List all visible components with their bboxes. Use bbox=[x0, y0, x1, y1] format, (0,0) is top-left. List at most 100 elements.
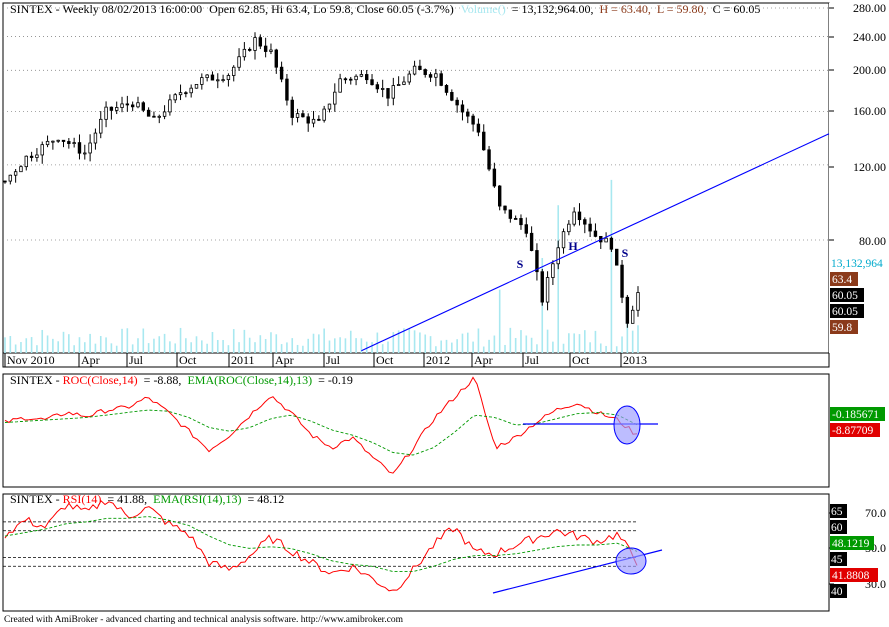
rsi-level-60-label: 60 bbox=[831, 522, 843, 534]
volume-bar-36 bbox=[195, 336, 198, 353]
volume-value-label: 13,132,964 bbox=[831, 258, 883, 270]
roc-pane bbox=[2, 373, 830, 488]
rsi-level-65-label: 65 bbox=[831, 506, 843, 518]
price-candle-63 bbox=[338, 78, 342, 93]
low-value-box bbox=[830, 320, 858, 334]
volume-bar-52 bbox=[280, 344, 283, 353]
x-label-jul-2011: Jul bbox=[129, 353, 144, 367]
price-candle-21 bbox=[115, 107, 119, 111]
price-candle-32 bbox=[173, 94, 177, 101]
price-candle-18 bbox=[99, 118, 103, 134]
volume-bar-65 bbox=[349, 330, 352, 353]
volume-bar-78 bbox=[419, 332, 421, 353]
price-candle-86 bbox=[460, 104, 465, 113]
x-label-oct-2011: Oct bbox=[179, 353, 197, 367]
high-value-label: 63.4 bbox=[832, 274, 852, 286]
price-candle-20 bbox=[109, 106, 114, 111]
volume-bar-62 bbox=[333, 338, 336, 353]
volume-bar-97 bbox=[520, 330, 522, 353]
rsi-pane-title: SINTEX - RSI(14) = 41.88, EMA(RSI(14),13… bbox=[10, 492, 284, 506]
rsi-level-40-box bbox=[830, 584, 847, 598]
volume-bar-47 bbox=[254, 342, 256, 353]
price-candle-43 bbox=[232, 66, 236, 76]
price-candle-68 bbox=[365, 74, 369, 81]
price-candle-72 bbox=[386, 88, 390, 99]
volume-bar-103 bbox=[552, 341, 554, 353]
roc-pane-title: SINTEX - ROC(Close,14) = -8.88, EMA(ROC(… bbox=[10, 373, 353, 387]
price-candle-60 bbox=[322, 108, 326, 121]
volume-bar-96 bbox=[514, 337, 517, 353]
volume-bar-13 bbox=[73, 345, 75, 353]
volume-bar-75 bbox=[403, 328, 405, 353]
price-candle-71 bbox=[380, 88, 385, 90]
rsi-value-boxes: 65 60 48.1219 45 41.8808 40 bbox=[830, 504, 878, 598]
rsi-level-45-box bbox=[830, 552, 847, 566]
rsi-level-40-label: 40 bbox=[831, 586, 843, 598]
price-candle-69 bbox=[370, 79, 374, 86]
roc-title-ema: EMA(ROC(Close,14),13) bbox=[187, 373, 312, 387]
price-candle-113 bbox=[604, 237, 608, 243]
rsi-reference-levels bbox=[3, 521, 636, 567]
price-candle-49 bbox=[263, 45, 268, 52]
price-candle-96 bbox=[513, 218, 518, 220]
volume-bar-89 bbox=[477, 328, 480, 353]
price-candle-48 bbox=[258, 37, 263, 47]
rsi-title-ema-value: = 48.12 bbox=[247, 492, 284, 506]
price-trendline bbox=[361, 133, 830, 352]
volume-bar-61 bbox=[328, 340, 331, 353]
volume-bar-76 bbox=[408, 329, 411, 353]
x-label-nov-2010: Nov 2010 bbox=[7, 353, 55, 367]
price-y-tick-200: 200.00 bbox=[853, 63, 886, 77]
price-pane-title: SINTEX - Weekly 08/02/2013 16:00:00 Open… bbox=[10, 2, 760, 16]
price-candle-67 bbox=[359, 74, 364, 77]
volume-bar-94 bbox=[504, 344, 506, 353]
x-label-jul-2011b: Jul bbox=[326, 353, 341, 367]
price-candle-108 bbox=[577, 211, 582, 221]
price-candle-99 bbox=[529, 232, 534, 251]
rsi-title-rsi: RSI(14) bbox=[63, 492, 102, 506]
volume-bar-116 bbox=[621, 336, 623, 353]
high-value-box bbox=[830, 272, 858, 286]
volume-bar-105 bbox=[562, 343, 565, 353]
volume-bar-109 bbox=[584, 330, 586, 353]
volume-bar-35 bbox=[190, 342, 192, 353]
price-y-tick-160: 160.00 bbox=[853, 104, 886, 118]
volume-bar-27 bbox=[147, 343, 150, 353]
volume-bar-83 bbox=[445, 339, 448, 353]
volume-bar-18 bbox=[99, 336, 102, 353]
volume-bar-1 bbox=[9, 336, 12, 353]
price-candle-58 bbox=[311, 118, 316, 124]
volume-bar-48 bbox=[259, 335, 262, 353]
price-y-tick-80: 80.00 bbox=[859, 234, 886, 248]
price-candle-98 bbox=[524, 224, 528, 234]
volume-bar-40 bbox=[216, 339, 219, 353]
price-candle-7 bbox=[40, 144, 44, 156]
volume-bar-80 bbox=[429, 336, 432, 353]
price-candle-30 bbox=[162, 111, 167, 117]
volume-bar-11 bbox=[62, 331, 65, 353]
volume-bar-60 bbox=[323, 328, 325, 353]
roc-title-ema-value: = -0.19 bbox=[318, 373, 353, 387]
price-candle-31 bbox=[168, 99, 172, 113]
price-title-volume-value: = 13,132,964.00, bbox=[512, 2, 594, 16]
price-candle-101 bbox=[540, 271, 544, 303]
price-candle-14 bbox=[77, 142, 82, 154]
volume-bar-112 bbox=[599, 343, 602, 353]
price-candle-35 bbox=[189, 87, 193, 94]
price-candle-65 bbox=[349, 78, 353, 81]
price-value-boxes: 13,132,964 63.4 60.05 60.05 59.8 bbox=[830, 256, 888, 334]
volume-bar-23 bbox=[126, 328, 129, 353]
roc-value-label: -8.87709 bbox=[832, 425, 873, 437]
volume-bar-57 bbox=[307, 338, 310, 353]
volume-bar-43 bbox=[232, 329, 235, 353]
price-candle-53 bbox=[285, 78, 289, 101]
price-candle-4 bbox=[24, 155, 28, 168]
rsi-series-1 bbox=[4, 516, 638, 573]
price-candle-24 bbox=[130, 104, 135, 108]
volume-bar-95 bbox=[509, 327, 512, 353]
volume-bar-72 bbox=[387, 341, 389, 353]
volume-bar-71 bbox=[381, 344, 384, 353]
price-candle-109 bbox=[583, 219, 587, 225]
volume-bar-32 bbox=[174, 343, 177, 353]
price-candle-83 bbox=[444, 85, 449, 93]
